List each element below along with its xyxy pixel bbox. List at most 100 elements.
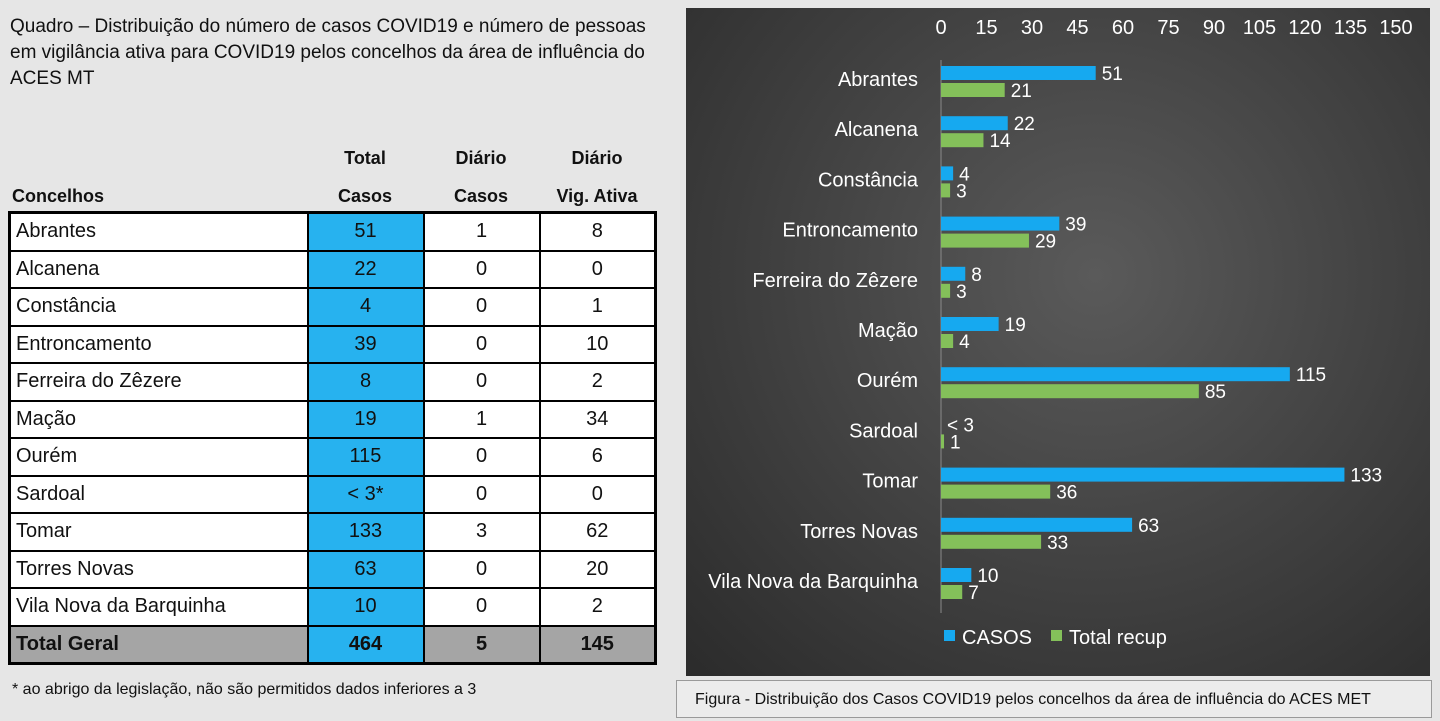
legend-label-recup: Total recup <box>1069 627 1167 649</box>
table-row: Vila Nova da Barquinha 10 0 2 <box>8 587 657 627</box>
bar-chart: 0 15 30 45 60 75 90 105 120 135 150 Abrantes 51 21 Alc… <box>708 17 1412 649</box>
table-row: Entroncamento 39 0 10 <box>8 324 657 364</box>
cell-diario-vig: 20 <box>538 549 657 589</box>
category-label: Abrantes <box>838 69 918 91</box>
recup-data-label: 4 <box>959 332 970 353</box>
figure-caption: Figura - Distribuição dos Casos COVID19 … <box>695 691 1371 708</box>
cases-table: Abrantes 51 1 8 Alcanena 22 0 0 Constância 4 0 1 Ent… <box>8 211 657 665</box>
cell-diario-vig: 10 <box>538 324 657 364</box>
cell-diario-vig: 8 <box>538 211 657 252</box>
casos-data-label: 8 <box>971 265 982 286</box>
category-label: Sardoal <box>849 420 918 442</box>
casos-bar <box>941 116 1008 131</box>
recup-data-label: 3 <box>956 282 967 303</box>
casos-bar <box>941 266 966 281</box>
casos-bar <box>941 216 1060 231</box>
cell-concelho: Total Geral <box>8 624 309 665</box>
recup-data-label: 29 <box>1035 232 1056 253</box>
casos-data-label: 51 <box>1102 64 1123 85</box>
casos-bar <box>941 166 954 181</box>
category-label: Ourém <box>857 370 918 392</box>
table-row: Constância 4 0 1 <box>8 287 657 327</box>
table-row: Alcanena 22 0 0 <box>8 249 657 289</box>
cell-diario-casos: 0 <box>422 549 541 589</box>
cell-diario-casos: 0 <box>422 362 541 402</box>
cell-concelho: Vila Nova da Barquinha <box>8 587 309 627</box>
category-label: Alcanena <box>835 119 919 141</box>
casos-bar <box>941 467 1345 482</box>
casos-data-label: 4 <box>959 164 970 185</box>
header-total-casos-line1: Total <box>344 148 386 168</box>
category-label: Vila Nova da Barquinha <box>708 571 919 593</box>
cell-diario-casos: 0 <box>422 437 541 477</box>
legend-swatch-casos <box>944 630 955 641</box>
cell-concelho: Sardoal <box>8 474 309 514</box>
cell-diario-vig: 145 <box>538 624 657 665</box>
recup-data-label: 3 <box>956 181 967 202</box>
x-tick-label: 45 <box>1066 17 1088 39</box>
cell-diario-vig: 6 <box>538 437 657 477</box>
casos-bar <box>941 517 1133 532</box>
cell-diario-casos: 0 <box>422 474 541 514</box>
x-tick-label: 0 <box>935 17 946 39</box>
cell-concelho: Alcanena <box>8 249 309 289</box>
recup-bar <box>941 334 954 348</box>
casos-bar <box>941 66 1096 80</box>
casos-data-label: 115 <box>1296 365 1326 386</box>
cell-diario-vig: 0 <box>538 474 657 514</box>
cell-concelho: Tomar <box>8 512 309 552</box>
cell-concelho: Entroncamento <box>8 324 309 364</box>
recup-bar <box>941 283 951 298</box>
cell-diario-vig: 2 <box>538 362 657 402</box>
recup-bar <box>941 434 945 449</box>
x-tick-label: 120 <box>1288 17 1321 39</box>
cell-total-casos: 133 <box>306 512 425 552</box>
cell-diario-casos: 0 <box>422 324 541 364</box>
x-tick-label: 15 <box>975 17 997 39</box>
cell-total-casos: < 3* <box>306 474 425 514</box>
cell-total-casos: 10 <box>306 587 425 627</box>
table-row: Tomar 133 3 62 <box>8 512 657 552</box>
cell-concelho: Mação <box>8 399 309 439</box>
cell-total-casos: 19 <box>306 399 425 439</box>
recup-data-label: 36 <box>1056 483 1077 504</box>
table-row: Mação 19 1 34 <box>8 399 657 439</box>
table-header: Concelhos Total Casos Diário Casos Diári… <box>8 140 656 212</box>
x-tick-label: 150 <box>1379 17 1412 39</box>
recup-data-label: 1 <box>950 432 961 453</box>
cell-concelho: Ferreira do Zêzere <box>8 362 309 402</box>
casos-data-label: 22 <box>1014 114 1035 135</box>
cell-diario-casos: 3 <box>422 512 541 552</box>
recup-bar <box>941 484 1051 499</box>
recup-bar <box>941 534 1042 549</box>
cell-total-casos: 464 <box>306 624 425 665</box>
legend-label-casos: CASOS <box>962 627 1032 649</box>
recup-bar <box>941 384 1199 399</box>
cell-concelho: Constância <box>8 287 309 327</box>
category-label: Mação <box>858 320 918 342</box>
casos-data-label: < 3 <box>947 415 974 436</box>
category-label: Torres Novas <box>800 521 918 543</box>
recup-bar <box>941 133 984 148</box>
cell-diario-casos: 1 <box>422 211 541 252</box>
x-tick-label: 90 <box>1203 17 1225 39</box>
cell-diario-vig: 62 <box>538 512 657 552</box>
cell-diario-casos: 0 <box>422 587 541 627</box>
caption-box: Figura - Distribuição dos Casos COVID19 … <box>676 680 1432 718</box>
footnote: * ao abrigo da legislação, não são permi… <box>12 681 477 698</box>
cell-total-casos: 51 <box>306 211 425 252</box>
legend-swatch-recup <box>1051 630 1062 641</box>
x-tick-label: 75 <box>1157 17 1179 39</box>
cell-diario-casos: 1 <box>422 399 541 439</box>
cell-concelho: Abrantes <box>8 211 309 252</box>
category-label: Constância <box>818 169 919 191</box>
table-row: Ourém 115 0 6 <box>8 437 657 477</box>
recup-bar <box>941 183 951 198</box>
table-total-row: Total Geral 464 5 145 <box>8 624 657 665</box>
header-diario-vig-line1: Diário <box>571 148 623 168</box>
x-tick-label: 60 <box>1112 17 1134 39</box>
header-diario-casos-line1: Diário <box>455 148 507 168</box>
table-row: Sardoal < 3* 0 0 <box>8 474 657 514</box>
x-tick-label: 30 <box>1021 17 1043 39</box>
category-label: Entroncamento <box>782 220 918 242</box>
